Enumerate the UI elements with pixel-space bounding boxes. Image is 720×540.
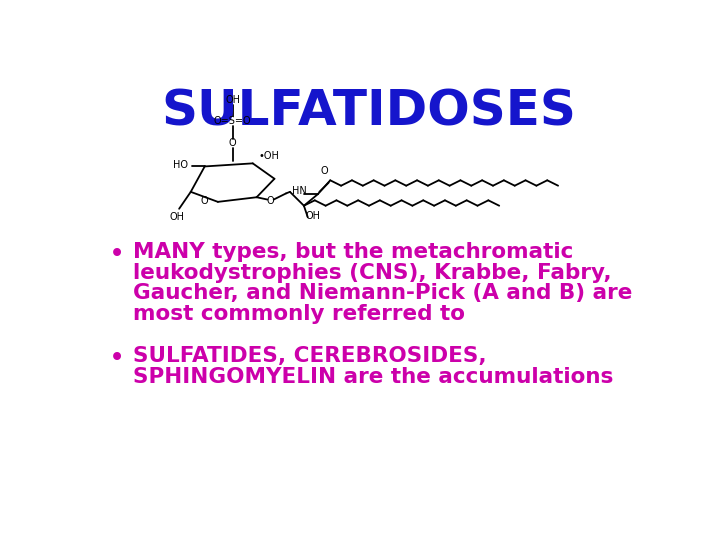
Text: HO: HO [173,160,188,170]
Text: MANY types, but the metachromatic: MANY types, but the metachromatic [132,242,573,262]
Text: OH: OH [225,95,240,105]
Text: •: • [109,346,125,372]
Text: OH: OH [169,212,184,222]
Text: HN: HN [292,186,307,196]
Text: SPHINGOMYELIN are the accumulations: SPHINGOMYELIN are the accumulations [132,367,613,387]
Text: O: O [267,196,274,206]
Text: O: O [320,166,328,176]
Text: •: • [109,242,125,268]
Text: O=S=O: O=S=O [214,116,251,126]
Text: OH: OH [305,212,320,221]
Text: SULFATIDOSES: SULFATIDOSES [161,88,577,136]
Text: O: O [229,138,236,149]
Text: O: O [200,197,208,206]
Text: •OH: •OH [259,151,280,161]
Text: Gaucher, and Niemann-Pick (A and B) are: Gaucher, and Niemann-Pick (A and B) are [132,284,632,303]
Text: leukodystrophies (CNS), Krabbe, Fabry,: leukodystrophies (CNS), Krabbe, Fabry, [132,262,611,283]
Text: SULFATIDES, CEREBROSIDES,: SULFATIDES, CEREBROSIDES, [132,346,486,366]
Text: most commonly referred to: most commonly referred to [132,304,464,324]
